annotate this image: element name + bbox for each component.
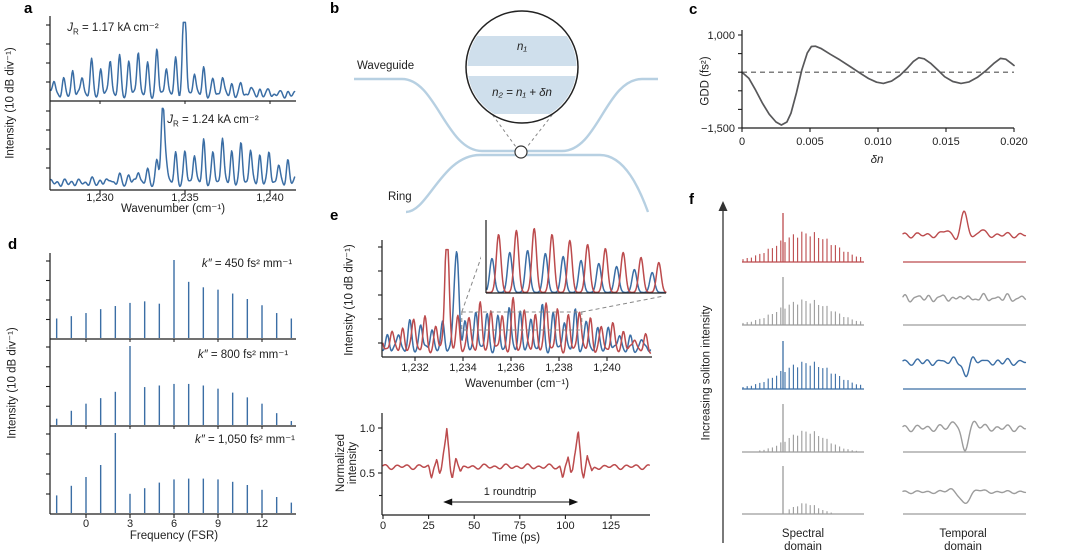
e-spectrum-red-trace: [382, 248, 652, 354]
d-dispersion-annotation-2: k″ = 800 fs² mm⁻¹: [197, 349, 289, 361]
e-time-x-tick-label: 25: [422, 520, 434, 532]
d-dispersion-annotation-1: k″ = 450 fs² mm⁻¹: [201, 258, 293, 270]
a-x-tick-label: 1,240: [256, 192, 284, 204]
f-temporal-trace: [902, 292, 1027, 303]
d-dispersion-annotation-3: k″ = 1,050 fs² mm⁻¹: [195, 434, 295, 446]
e-time-x-axis-label: Time (ps): [491, 532, 541, 544]
e-spectrum-x-tick-label: 1,232: [401, 362, 429, 374]
e-zoom-connector: [581, 295, 665, 313]
c-x-tick-label: 0.020: [1000, 136, 1028, 148]
b-waveguide-label: Waveguide: [357, 60, 415, 72]
c-x-tick-label: 0.015: [932, 136, 960, 148]
e-inset-trace: [486, 249, 667, 294]
c-y-tick-label: 1,000: [707, 30, 735, 42]
f-axis-label: Increasing soliton intensity: [700, 305, 713, 441]
d-x-tick-label: 6: [171, 518, 177, 530]
e-time-y-tick-label: 0.5: [360, 468, 375, 480]
b-refractive-index-n1-label: n₁: [516, 41, 528, 53]
d-x-tick-label: 3: [127, 518, 133, 530]
e-spectrum-x-axis-label: Wavenumber (cm⁻¹): [464, 378, 570, 390]
e-roundtrip-arrowhead-right: [569, 498, 579, 506]
e-spectrum-x-tick-label: 1,236: [497, 362, 525, 374]
b-coupling-point-circle: [514, 145, 528, 159]
b-ring-label: Ring: [388, 191, 412, 203]
e-zoom-region-box: [461, 311, 583, 331]
panel-letter-a: a: [24, 0, 33, 17]
c-gdd-curve: [741, 45, 1015, 126]
b-magnifier-connector: [488, 109, 517, 148]
panel-letter-f: f: [689, 191, 694, 208]
a-current-density-annotation-1: JR = 1.17 kA cm⁻²: [67, 22, 159, 37]
e-spectrum-x-tick-label: 1,234: [449, 362, 477, 374]
b-refractive-index-n2-label: n₂ = n₁ + δn: [492, 87, 552, 99]
d-x-tick-label: 12: [256, 518, 268, 530]
e-time-y-tick-label: 1.0: [360, 423, 375, 435]
c-x-tick-label: 0.005: [796, 136, 824, 148]
a-x-axis-label: Wavenumber (cm⁻¹): [120, 203, 226, 215]
e-time-x-tick-label: 100: [556, 520, 574, 532]
b-magnifier-connector: [526, 109, 557, 148]
c-y-axis-label: GDD (fs²): [699, 56, 712, 106]
b-waveguide-curve: [354, 77, 658, 153]
a-spectrum-trace-2: [50, 107, 296, 188]
f-arrowhead: [718, 201, 728, 211]
e-time-trace: [382, 427, 650, 479]
a-current-density-annotation-2: JR = 1.24 kA cm⁻²: [167, 114, 259, 129]
e-zoom-connector: [461, 251, 484, 313]
f-temporal-domain-label: Temporal domain: [939, 528, 987, 553]
e-time-x-tick-label: 125: [602, 520, 620, 532]
panel-letter-b: b: [330, 0, 340, 17]
e-time-x-tick-label: 0: [380, 520, 386, 532]
a-x-tick-label: 1,230: [86, 192, 114, 204]
b-layer-n1: [467, 36, 577, 66]
d-x-tick-label: 0: [83, 518, 89, 530]
d-x-axis-label: Frequency (FSR): [129, 530, 219, 542]
e-time-y-axis-label: Normalized intensity: [335, 433, 359, 493]
e-roundtrip-arrowhead-left: [443, 498, 453, 506]
a-spectrum-trace-1: [50, 21, 296, 99]
f-temporal-trace: [902, 210, 1027, 241]
d-y-axis-label: Intensity (10 dB div⁻¹): [6, 327, 19, 439]
c-x-axis-label: δn: [870, 154, 884, 166]
e-time-x-tick-label: 50: [468, 520, 480, 532]
f-temporal-trace: [902, 488, 1027, 504]
f-temporal-trace: [902, 356, 1027, 378]
e-spectrum-x-tick-label: 1,238: [545, 362, 573, 374]
a-x-tick-label: 1,235: [171, 192, 199, 204]
e-roundtrip-annotation: 1 roundtrip: [483, 486, 537, 498]
panel-letter-c: c: [689, 1, 698, 18]
e-spectrum-x-tick-label: 1,240: [593, 362, 621, 374]
c-x-tick-label: 0: [739, 136, 745, 148]
e-inset-trace: [486, 227, 667, 294]
panel-letter-d: d: [8, 236, 18, 253]
c-y-tick-label: −1,500: [701, 123, 735, 135]
f-spectral-domain-label: Spectral domain: [781, 528, 825, 553]
c-x-tick-label: 0.010: [864, 136, 892, 148]
a-y-axis-label: Intensity (10 dB div⁻¹): [4, 47, 17, 159]
d-x-tick-label: 9: [215, 518, 221, 530]
e-spectrum-y-axis-label: Intensity (10 dB div⁻¹): [343, 244, 356, 356]
b-ring-curve: [405, 153, 650, 214]
e-time-x-tick-label: 75: [514, 520, 526, 532]
panel-letter-e: e: [330, 207, 339, 224]
f-temporal-trace: [902, 420, 1027, 452]
